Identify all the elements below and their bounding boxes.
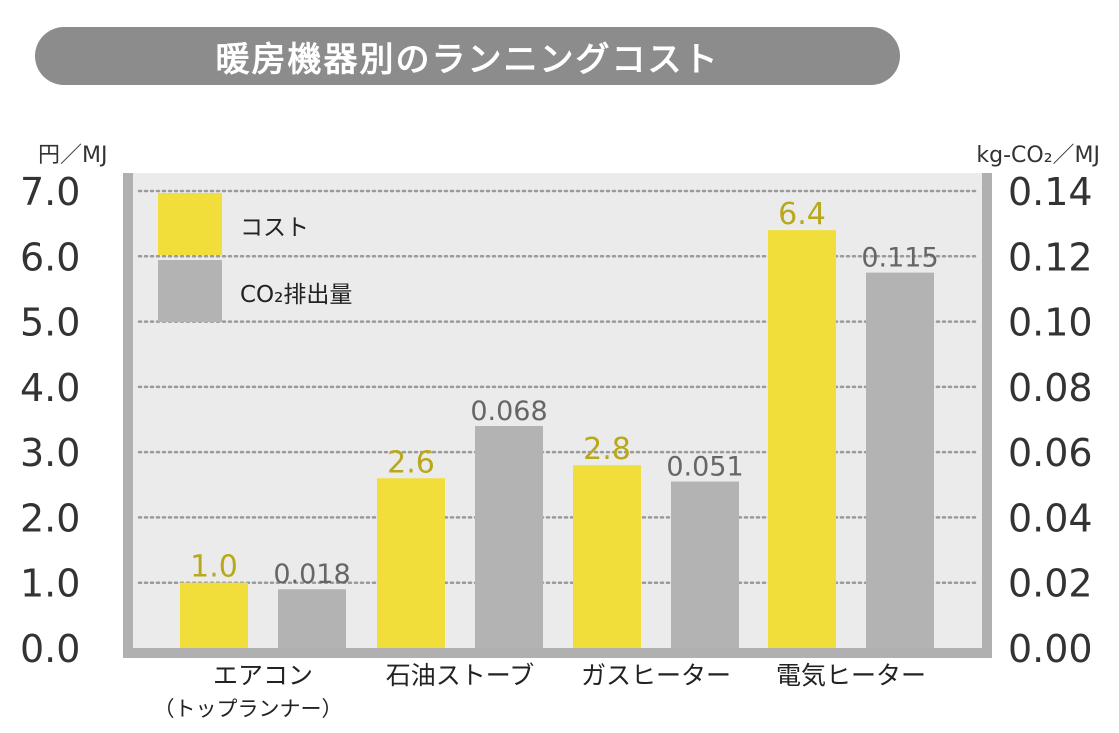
y-right-tick-label: 0.04 — [1008, 496, 1093, 540]
y-right-tick-label: 0.00 — [1008, 627, 1093, 671]
x-tick-sublabel: （トップランナー） — [154, 697, 343, 721]
co2-bar — [278, 589, 346, 648]
y-left-tick-label: 0.0 — [20, 627, 80, 671]
co2-value-label: 0.068 — [470, 396, 547, 427]
cost-value-label: 1.0 — [190, 550, 238, 585]
co2-bar — [475, 426, 543, 648]
co2-value-label: 0.051 — [666, 452, 743, 483]
cost-value-label: 2.8 — [583, 432, 631, 467]
y-right-tick-label: 0.08 — [1008, 366, 1093, 410]
y-right-tick-label: 0.06 — [1008, 431, 1093, 475]
y-right-tick-label: 0.02 — [1008, 562, 1093, 606]
y-left-tick-label: 2.0 — [20, 496, 80, 540]
x-tick-label: ガスヒーター — [581, 661, 731, 690]
y-left-tick-label: 7.0 — [20, 170, 80, 214]
y-left-tick-label: 3.0 — [20, 431, 80, 475]
cost-bar — [573, 465, 641, 648]
co2-value-label: 0.115 — [861, 243, 938, 274]
bar-value-labels: 1.0 0.018 2.6 0.068 2.8 0.051 6.4 0.115 — [190, 197, 939, 590]
grid-lines — [137, 189, 978, 584]
y-right-tick-labels: 0.00 0.02 0.04 0.06 0.08 0.10 0.12 0.14 — [1008, 170, 1093, 671]
plot-frame-bottom — [123, 648, 992, 658]
co2-value-label: 0.018 — [273, 559, 350, 590]
plot-frame-right — [982, 173, 992, 658]
y-left-tick-label: 6.0 — [20, 235, 80, 279]
cost-bar — [377, 478, 445, 648]
co2-bar — [866, 272, 934, 648]
chart-title: 暖房機器別のランニングコスト — [215, 39, 720, 80]
plot-frame-left — [123, 173, 133, 658]
legend: コスト CO₂排出量 — [158, 193, 352, 322]
y-left-tick-labels: 0.0 1.0 2.0 3.0 4.0 5.0 6.0 7.0 — [20, 170, 80, 671]
y-right-tick-label: 0.14 — [1008, 170, 1093, 214]
x-tick-label: 電気ヒーター — [776, 661, 926, 690]
cost-bar — [180, 582, 248, 648]
legend-swatch — [158, 193, 222, 255]
co2-bar — [671, 481, 739, 648]
y-left-tick-label: 4.0 — [20, 366, 80, 410]
legend-label: CO₂排出量 — [240, 282, 352, 308]
legend-swatch — [158, 260, 222, 322]
cost-bar — [768, 230, 836, 648]
legend-label: コスト — [240, 215, 309, 241]
cost-value-label: 6.4 — [778, 197, 826, 232]
y-left-tick-label: 5.0 — [20, 301, 80, 345]
cost-value-label: 2.6 — [387, 445, 435, 480]
x-tick-label: エアコン — [213, 661, 313, 690]
chart-title-bar: 暖房機器別のランニングコスト — [35, 27, 900, 85]
y-left-axis-label: 円／MJ — [38, 143, 107, 168]
x-tick-label: 石油ストーブ — [386, 661, 535, 690]
bars — [180, 230, 934, 648]
y-right-tick-label: 0.10 — [1008, 301, 1093, 345]
plot-area — [133, 173, 982, 648]
y-right-tick-label: 0.12 — [1008, 235, 1093, 279]
y-left-tick-label: 1.0 — [20, 562, 80, 606]
y-right-axis-label: kg-CO₂／MJ — [976, 143, 1100, 168]
x-tick-labels: エアコン （トップランナー） 石油ストーブ ガスヒーター 電気ヒーター — [154, 661, 927, 721]
